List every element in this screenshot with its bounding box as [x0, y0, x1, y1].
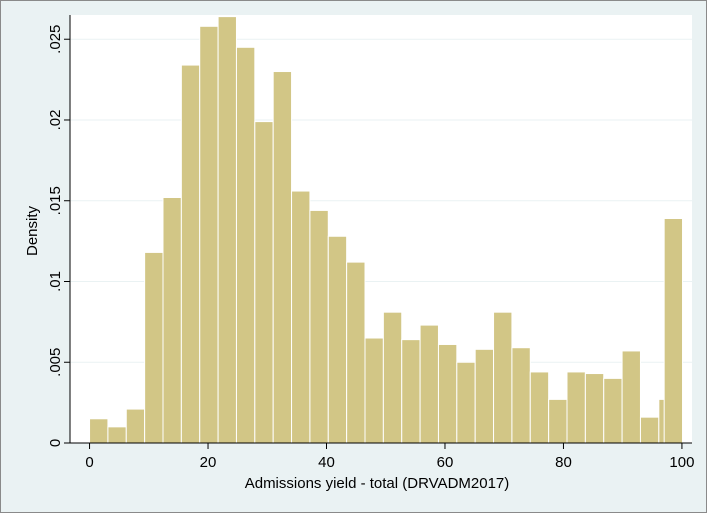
histogram-bar [199, 25, 219, 444]
histogram-bar [364, 337, 384, 444]
histogram-bar [107, 426, 127, 444]
bars [89, 16, 684, 444]
histogram-bar [621, 350, 641, 444]
histogram-bar [144, 251, 164, 444]
histogram-bar [529, 371, 550, 444]
y-tick-label: .01 [47, 271, 64, 292]
x-tick-label: 100 [669, 454, 694, 471]
x-tick-label: 80 [555, 454, 572, 471]
x-axis-title: Admissions yield - total (DRVADM2017) [245, 475, 510, 492]
histogram-bar [291, 190, 311, 444]
histogram-bar [401, 339, 421, 444]
histogram-bar [382, 311, 403, 444]
histogram-bar [474, 348, 495, 444]
histogram-bar [548, 398, 568, 444]
x-axis-ticks: 0 20 40 60 80 100 [85, 443, 694, 471]
y-axis-title: Density [24, 205, 41, 256]
histogram-bar [180, 64, 201, 444]
histogram-bar [511, 347, 531, 444]
histogram-bar [419, 324, 439, 444]
histogram-bar [566, 371, 586, 444]
x-tick-label: 40 [318, 454, 335, 471]
histogram-bar [493, 311, 513, 444]
x-tick-label: 0 [85, 454, 93, 471]
x-tick-label: 20 [200, 454, 217, 471]
histogram-bar [603, 377, 623, 444]
histogram-bar [639, 416, 660, 444]
y-tick-label: .025 [47, 25, 64, 54]
y-tick-label: .015 [47, 186, 64, 215]
histogram-bar [346, 261, 366, 444]
histogram-bar [437, 343, 458, 444]
y-tick-label: .005 [47, 348, 64, 377]
histogram-bar [584, 373, 605, 444]
histogram-bar [217, 16, 237, 444]
histogram-bar [125, 408, 146, 444]
histogram-bar [254, 121, 274, 444]
y-axis-ticks: 0 .005 .01 .015 .02 .025 [47, 25, 70, 447]
y-tick-label: 0 [47, 439, 64, 447]
histogram-bar [89, 418, 109, 444]
histogram-bar [309, 209, 329, 444]
axes [69, 15, 692, 444]
histogram-bar [327, 235, 348, 444]
histogram-bar [456, 361, 476, 444]
histogram-bar [162, 197, 182, 444]
x-tick-label: 60 [437, 454, 454, 471]
y-tick-label: .02 [47, 110, 64, 131]
histogram-bar [235, 46, 256, 444]
histogram-bar [272, 71, 293, 444]
histogram-bar [663, 218, 684, 444]
